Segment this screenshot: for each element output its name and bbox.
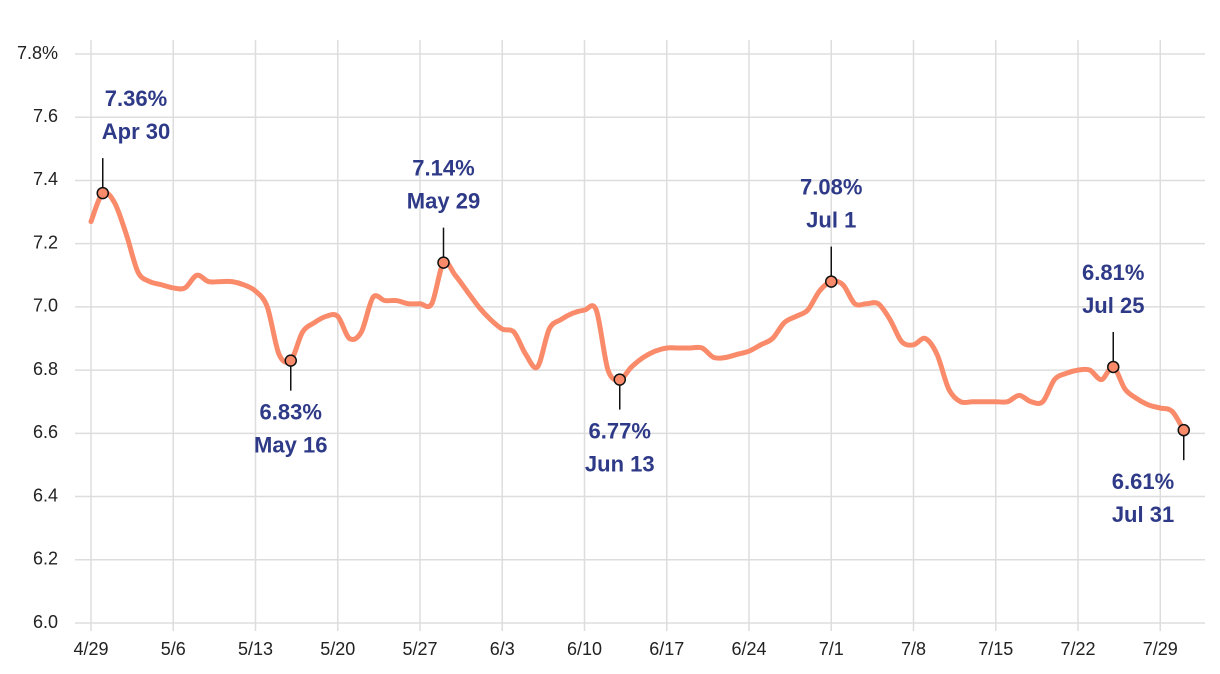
y-tick-label: 7.6 (33, 106, 58, 126)
annotation-value: 6.61% (1112, 469, 1174, 494)
annotation-date: Jul 25 (1082, 293, 1144, 318)
y-tick-label: 6.8 (33, 359, 58, 379)
annotation-date: May 29 (407, 188, 480, 213)
x-tick-label: 6/3 (490, 639, 515, 659)
x-tick-label: 7/1 (819, 639, 844, 659)
x-tick-label: 6/10 (567, 639, 602, 659)
x-tick-label: 6/24 (731, 639, 766, 659)
x-tick-label: 6/17 (649, 639, 684, 659)
y-tick-label: 6.2 (33, 549, 58, 569)
x-tick-label: 7/8 (901, 639, 926, 659)
annotation-marker (825, 275, 838, 288)
x-tick-label: 4/29 (73, 639, 108, 659)
annotation-value: 6.77% (589, 418, 651, 443)
y-tick-label: 6.6 (33, 422, 58, 442)
annotation-value: 6.81% (1082, 260, 1144, 285)
y-tick-label: 6.0 (33, 612, 58, 632)
x-tick-label: 7/15 (978, 639, 1013, 659)
x-tick-label: 5/13 (238, 639, 273, 659)
annotation-marker (1107, 360, 1120, 374)
annotation-value: 7.08% (800, 174, 862, 199)
x-tick-label: 7/29 (1143, 639, 1178, 659)
annotation-date: May 16 (254, 432, 327, 457)
x-tick-label: 5/27 (402, 639, 437, 659)
x-tick-label: 5/20 (320, 639, 355, 659)
annotation-date: Apr 30 (102, 119, 170, 144)
annotation-marker (96, 186, 109, 200)
annotation-marker (284, 354, 297, 367)
y-tick-label: 7.4 (33, 169, 58, 189)
annotation-marker (437, 256, 450, 269)
x-tick-label: 7/22 (1060, 639, 1095, 659)
y-tick-label: 7.8% (17, 43, 58, 63)
data-line (88, 189, 1187, 433)
annotation-date: Jun 13 (585, 451, 655, 476)
annotation-date: Jul 1 (806, 207, 856, 232)
annotation-value: 6.83% (260, 399, 322, 424)
y-tick-label: 7.0 (33, 296, 58, 316)
x-tick-label: 5/6 (161, 639, 186, 659)
annotation-marker (1177, 423, 1190, 437)
annotation-marker (613, 373, 626, 386)
annotation-value: 7.36% (105, 86, 167, 111)
y-tick-label: 6.4 (33, 485, 58, 505)
annotation-value: 7.14% (412, 155, 474, 180)
annotation-date: Jul 31 (1112, 502, 1174, 527)
y-tick-label: 7.2 (33, 232, 58, 252)
